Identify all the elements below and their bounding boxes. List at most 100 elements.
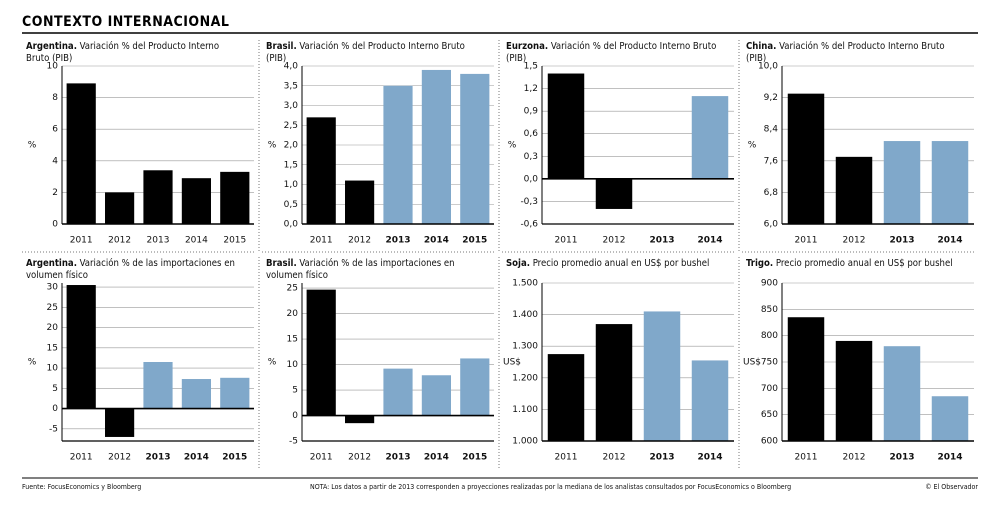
credit: © El Observador	[925, 483, 978, 491]
y-tick-label: 6	[52, 125, 58, 135]
y-tick-label: 4,0	[284, 62, 299, 72]
y-tick-label: 8,4	[764, 125, 779, 135]
y-tick-label: -5	[289, 437, 298, 447]
y-tick-label: 0	[292, 411, 298, 421]
panel-title: Brasil. Variación % del Producto Interno…	[266, 41, 484, 65]
y-tick-label: 0,6	[524, 129, 539, 139]
bar	[220, 377, 250, 409]
x-tick-label: 2011	[70, 236, 93, 246]
bar	[181, 178, 211, 224]
bar	[460, 358, 490, 416]
panel-title: Soja. Precio promedio anual en US$ por b…	[506, 258, 724, 270]
y-tick-label: 20	[47, 323, 59, 333]
y-tick-label: 8	[52, 93, 58, 103]
panel-title: Argentina. Variación % de las importacio…	[26, 258, 244, 282]
bar	[306, 117, 336, 224]
bar	[547, 354, 585, 441]
panel-subtitle: Precio promedio anual en US$ por bushel	[775, 258, 953, 269]
y-tick-label: 700	[761, 384, 778, 394]
y-tick-label: 5	[52, 384, 58, 394]
x-tick-label: 2014	[697, 453, 722, 463]
bar	[595, 178, 633, 209]
y-tick-label: 750	[761, 358, 778, 368]
y-axis-label: US$	[503, 358, 521, 368]
x-tick-label: 2014	[185, 236, 208, 246]
y-tick-label: 3,0	[284, 101, 299, 111]
x-tick-label: 2014	[937, 236, 962, 246]
y-tick-label: 5	[292, 386, 298, 396]
panel-region: China.	[746, 41, 777, 52]
panel-subtitle: Precio promedio anual en US$ por bushel	[532, 258, 710, 269]
y-tick-label: 15	[287, 335, 298, 345]
y-tick-label: 1.200	[512, 373, 538, 383]
y-tick-label: 10	[47, 62, 59, 72]
x-tick-label: 2012	[603, 453, 626, 463]
x-tick-label: 2013	[889, 236, 914, 246]
bar	[787, 93, 825, 225]
bar	[143, 362, 173, 409]
y-tick-label: 900	[761, 279, 778, 289]
panel-region: Eurzona.	[506, 41, 549, 52]
x-tick-label: 2012	[348, 453, 371, 463]
bar	[460, 73, 490, 225]
bar	[595, 324, 633, 441]
bar	[835, 156, 873, 224]
x-tick-label: 2012	[843, 453, 866, 463]
y-tick-label: 1,5	[284, 160, 298, 170]
y-tick-label: 7,6	[764, 156, 779, 166]
bar	[66, 285, 96, 409]
x-tick-label: 2012	[348, 236, 371, 246]
bar	[835, 340, 873, 441]
y-tick-label: 1,2	[524, 84, 538, 94]
y-tick-label: 25	[287, 284, 298, 294]
y-tick-label: 10	[47, 364, 59, 374]
bar	[691, 360, 729, 441]
y-tick-label: 850	[761, 305, 778, 315]
panel-title: Trigo. Precio promedio anual en US$ por …	[746, 258, 964, 270]
bar	[883, 141, 921, 224]
y-tick-label: 600	[761, 437, 778, 447]
y-axis-label: %	[508, 141, 517, 151]
y-tick-label: 1.400	[512, 310, 538, 320]
y-tick-label: 6,0	[764, 220, 779, 230]
y-axis-label: US$	[743, 358, 761, 368]
x-tick-label: 2013	[649, 453, 674, 463]
x-tick-label: 2014	[424, 453, 449, 463]
y-tick-label: 2	[52, 188, 58, 198]
y-tick-label: -5	[49, 424, 58, 434]
y-tick-label: 9,2	[764, 93, 778, 103]
y-axis-label: %	[28, 141, 37, 151]
panel-region: Brasil.	[266, 258, 297, 269]
bar	[181, 379, 211, 409]
panel-subtitle: Variación % del Producto Interno Bruto (…	[26, 41, 220, 64]
panel-region: Argentina.	[26, 41, 77, 52]
x-tick-label: 2011	[310, 453, 333, 463]
y-tick-label: 0,5	[284, 200, 298, 210]
x-tick-label: 2015	[462, 453, 487, 463]
y-tick-label: 0	[52, 404, 58, 414]
bar	[931, 141, 969, 224]
y-tick-label: -0,6	[520, 220, 538, 230]
panel-subtitle: Variación % del Producto Interno Bruto (…	[506, 41, 717, 64]
y-tick-label: 10,0	[758, 62, 778, 72]
y-tick-label: 0,0	[524, 174, 539, 184]
panel-region: Soja.	[506, 258, 530, 269]
y-tick-label: 1.300	[512, 342, 538, 352]
bar	[547, 73, 585, 179]
y-tick-label: 2,0	[284, 141, 299, 151]
bar	[220, 171, 250, 224]
panel-region: Argentina.	[26, 258, 77, 269]
x-tick-label: 2015	[462, 236, 487, 246]
bar	[105, 408, 135, 437]
y-tick-label: -0,3	[520, 197, 538, 207]
bar	[691, 96, 729, 179]
bar	[306, 289, 336, 416]
bar	[383, 85, 413, 224]
x-tick-label: 2011	[555, 236, 578, 246]
y-axis-label: %	[268, 358, 277, 368]
note: NOTA: Los datos a partir de 2013 corresp…	[310, 483, 792, 491]
x-tick-label: 2011	[70, 453, 93, 463]
bar	[421, 69, 451, 224]
y-tick-label: 25	[47, 303, 58, 313]
panel-subtitle: Variación % de las importaciones en volu…	[266, 258, 455, 281]
